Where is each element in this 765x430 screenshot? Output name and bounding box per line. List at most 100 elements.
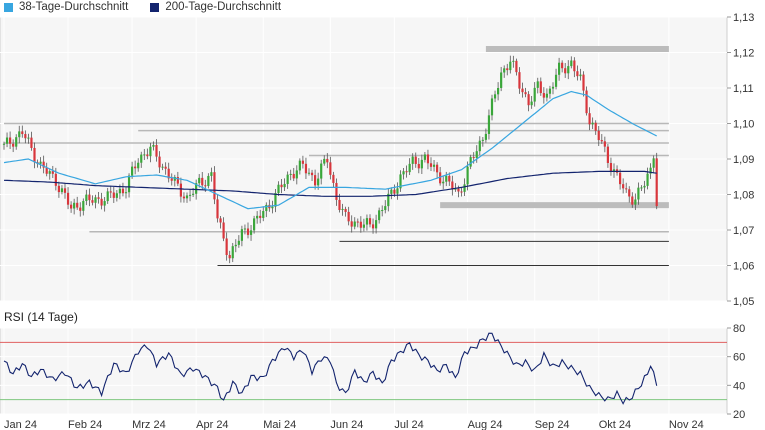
candle-down (347, 211, 350, 222)
candle-up (94, 197, 97, 203)
candle-down (655, 158, 658, 207)
candle-up (262, 211, 265, 218)
candle-down (405, 171, 408, 173)
candle-down (216, 199, 219, 219)
candle-up (484, 133, 487, 140)
candle-up (137, 162, 140, 169)
candle-up (454, 188, 457, 190)
x-tick-label: Feb 24 (68, 419, 102, 430)
rsi-line (3, 332, 658, 405)
candle-down (609, 162, 613, 172)
candle-down (21, 131, 24, 135)
x-tick-label: Nov 24 (669, 419, 704, 430)
candle-up (286, 174, 289, 184)
candle-up (249, 230, 253, 235)
candle-up (362, 224, 365, 228)
candle-up (85, 194, 88, 201)
candle-down (451, 181, 454, 190)
candle-down (606, 146, 609, 163)
candle-up (207, 175, 210, 187)
candle-up (411, 156, 414, 164)
candle-up (115, 193, 118, 198)
candle-down (204, 185, 207, 187)
candle-up (384, 206, 387, 211)
candle-up (18, 131, 21, 138)
candle-up (381, 210, 384, 212)
candle-down (112, 192, 115, 198)
candle-up (469, 157, 472, 167)
candle-down (63, 188, 67, 193)
x-tick-label: Apr 24 (196, 419, 228, 430)
candle-down (393, 189, 396, 194)
candle-down (97, 197, 100, 199)
candle-down (371, 224, 375, 229)
candle-down (24, 134, 27, 139)
candle-down (70, 204, 73, 209)
candle-up (103, 201, 106, 206)
candle-up (237, 240, 240, 245)
candle-down (222, 222, 225, 239)
candle-up (253, 218, 256, 231)
candle-up (512, 60, 515, 62)
candle-down (280, 184, 283, 188)
candle-down (54, 173, 57, 186)
candle-up (478, 140, 481, 152)
candle-up (353, 221, 356, 227)
candle-down (439, 172, 442, 184)
candle-up (481, 139, 484, 141)
candle-up (198, 177, 201, 184)
candle-down (182, 196, 186, 199)
candle-up (503, 68, 506, 73)
candle-down (368, 218, 372, 225)
candle-up (643, 185, 646, 188)
candle-up (487, 115, 491, 134)
candle-up (274, 193, 277, 207)
candle-up (390, 189, 393, 194)
candle-up (295, 170, 298, 179)
candle-up (277, 184, 280, 194)
candle-down (515, 60, 518, 73)
legend-item-ma38: 38-Tage-Durchschnitt (4, 1, 128, 13)
price-tick-label: 1,05 (733, 296, 754, 308)
candle-up (408, 163, 411, 173)
candle-down (350, 221, 353, 227)
candle-down (429, 163, 433, 167)
candle-up (500, 72, 503, 88)
candle-up (320, 163, 323, 179)
candle-down (91, 200, 94, 203)
candle-up (192, 193, 195, 195)
candle-up (323, 158, 326, 164)
candle-up (530, 101, 533, 106)
candle-down (619, 172, 622, 185)
candle-up (399, 174, 402, 189)
candle-down (506, 68, 509, 71)
candle-down (12, 143, 15, 147)
candle-down (219, 218, 222, 223)
candle-up (551, 86, 555, 89)
candle-down (301, 160, 304, 164)
candle-up (652, 158, 655, 168)
candle-up (423, 154, 426, 160)
candle-up (463, 184, 466, 192)
ma200-line (3, 170, 657, 197)
candle-up (243, 228, 247, 230)
candle-down (417, 163, 420, 169)
candle-up (442, 181, 445, 184)
candle-up (420, 159, 423, 169)
legend-item-ma200: 200-Tage-Durchschnitt (150, 1, 281, 13)
candle-down (30, 137, 33, 148)
legend-label-ma200: 200-Tage-Durchschnitt (165, 1, 282, 13)
candle-down (292, 173, 295, 179)
candle-up (640, 187, 643, 189)
candle-up (634, 199, 637, 205)
candle-down (472, 157, 475, 159)
candle-down (527, 94, 530, 106)
candle-down (564, 68, 567, 74)
candle-down (310, 172, 314, 176)
price-tick-label: 1,08 (733, 190, 754, 202)
candle-up (307, 172, 311, 174)
candle-down (314, 175, 317, 186)
candle-up (466, 166, 469, 185)
candle-down (603, 141, 606, 147)
candle-down (588, 113, 591, 125)
